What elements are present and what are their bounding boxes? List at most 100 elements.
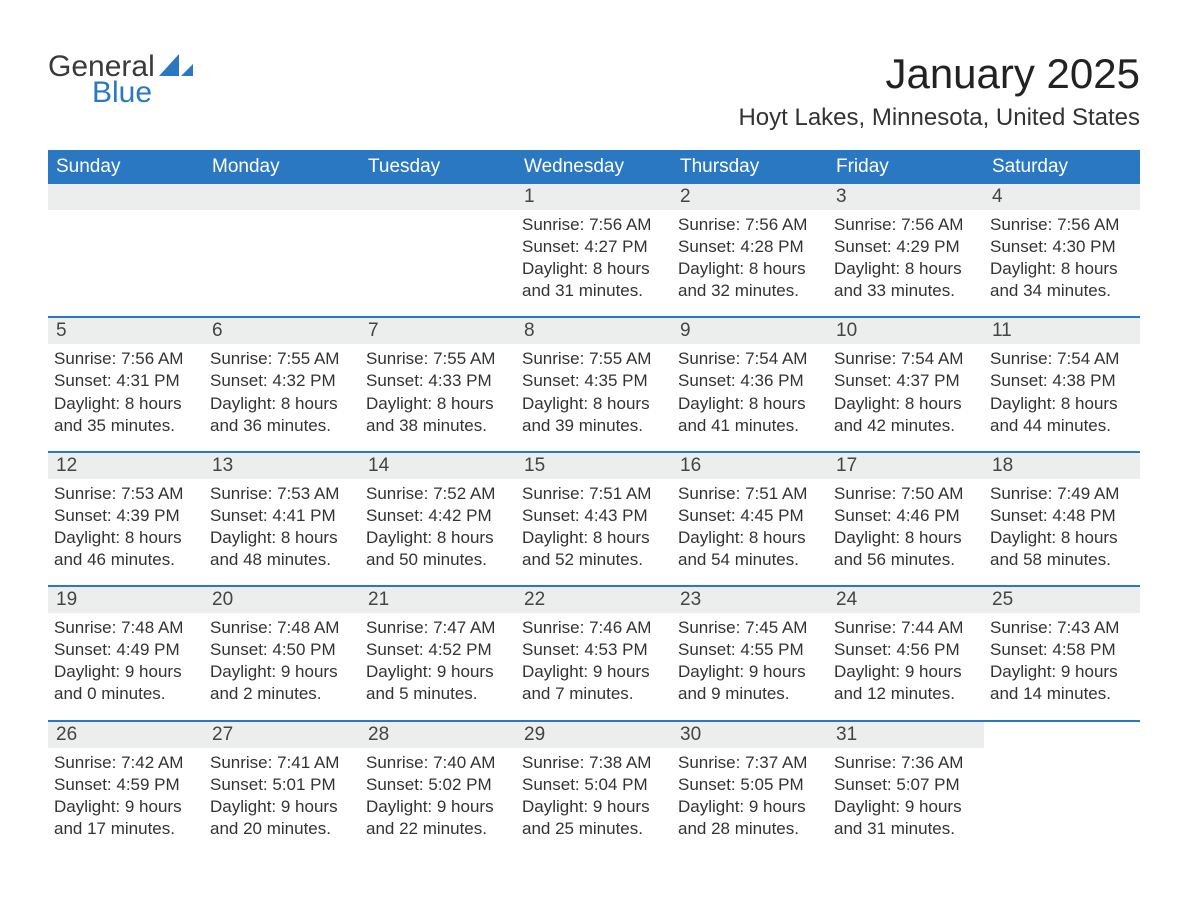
day-sunset: Sunset: 5:01 PM bbox=[210, 774, 354, 796]
day-dl2: and 38 minutes. bbox=[366, 415, 510, 437]
weekday-header-row: Sunday Monday Tuesday Wednesday Thursday… bbox=[48, 150, 1140, 184]
day-sunset: Sunset: 4:27 PM bbox=[522, 236, 666, 258]
day-detail: Sunrise: 7:54 AMSunset: 4:38 PMDaylight:… bbox=[990, 348, 1134, 436]
day-detail: Sunrise: 7:56 AMSunset: 4:29 PMDaylight:… bbox=[834, 214, 978, 302]
day-sunset: Sunset: 4:38 PM bbox=[990, 370, 1134, 392]
day-dl2: and 46 minutes. bbox=[54, 549, 198, 571]
day-dl2: and 17 minutes. bbox=[54, 818, 198, 840]
day-dl2: and 32 minutes. bbox=[678, 280, 822, 302]
day-cell: 2Sunrise: 7:56 AMSunset: 4:28 PMDaylight… bbox=[672, 184, 828, 316]
day-cell: 31Sunrise: 7:36 AMSunset: 5:07 PMDayligh… bbox=[828, 722, 984, 854]
day-dl1: Daylight: 9 hours bbox=[522, 796, 666, 818]
day-sunset: Sunset: 4:39 PM bbox=[54, 505, 198, 527]
day-cell: 12Sunrise: 7:53 AMSunset: 4:39 PMDayligh… bbox=[48, 453, 204, 585]
day-number: 28 bbox=[360, 722, 516, 748]
day-sunrise: Sunrise: 7:48 AM bbox=[54, 617, 198, 639]
day-dl1: Daylight: 9 hours bbox=[210, 796, 354, 818]
day-dl2: and 41 minutes. bbox=[678, 415, 822, 437]
day-dl2: and 34 minutes. bbox=[990, 280, 1134, 302]
day-number: 16 bbox=[672, 453, 828, 479]
day-sunrise: Sunrise: 7:46 AM bbox=[522, 617, 666, 639]
day-dl1: Daylight: 8 hours bbox=[990, 527, 1134, 549]
day-number: 20 bbox=[204, 587, 360, 613]
day-sunrise: Sunrise: 7:53 AM bbox=[54, 483, 198, 505]
day-detail: Sunrise: 7:54 AMSunset: 4:37 PMDaylight:… bbox=[834, 348, 978, 436]
day-dl2: and 31 minutes. bbox=[834, 818, 978, 840]
day-cell: 26Sunrise: 7:42 AMSunset: 4:59 PMDayligh… bbox=[48, 722, 204, 854]
day-sunset: Sunset: 4:29 PM bbox=[834, 236, 978, 258]
day-sunset: Sunset: 4:48 PM bbox=[990, 505, 1134, 527]
day-sunset: Sunset: 4:32 PM bbox=[210, 370, 354, 392]
day-detail: Sunrise: 7:56 AMSunset: 4:27 PMDaylight:… bbox=[522, 214, 666, 302]
day-cell: 30 Sunrise: 7:37 AMSunset: 5:05 PMDayligh… bbox=[672, 722, 828, 854]
day-cell: 17Sunrise: 7:50 AMSunset: 4:46 PMDayligh… bbox=[828, 453, 984, 585]
day-dl2: and 5 minutes. bbox=[366, 683, 510, 705]
empty-day-bar bbox=[360, 184, 516, 210]
day-dl1: Daylight: 8 hours bbox=[834, 258, 978, 280]
day-detail: Sunrise: 7:48 AMSunset: 4:50 PMDaylight:… bbox=[210, 617, 354, 705]
day-sunrise: Sunrise: 7:55 AM bbox=[210, 348, 354, 370]
weekday-thursday: Thursday bbox=[672, 150, 828, 184]
day-detail: Sunrise: 7:55 AMSunset: 4:32 PMDaylight:… bbox=[210, 348, 354, 436]
day-dl1: Daylight: 8 hours bbox=[210, 393, 354, 415]
weekday-monday: Monday bbox=[204, 150, 360, 184]
day-dl2: and 44 minutes. bbox=[990, 415, 1134, 437]
weekday-saturday: Saturday bbox=[984, 150, 1140, 184]
day-cell: 5Sunrise: 7:56 AMSunset: 4:31 PMDaylight… bbox=[48, 318, 204, 450]
day-detail: Sunrise: 7:53 AMSunset: 4:39 PMDaylight:… bbox=[54, 483, 198, 571]
day-dl1: Daylight: 8 hours bbox=[990, 393, 1134, 415]
day-dl2: and 48 minutes. bbox=[210, 549, 354, 571]
day-sunset: Sunset: 4:30 PM bbox=[990, 236, 1134, 258]
day-detail: Sunrise: 7:47 AMSunset: 4:52 PMDaylight:… bbox=[366, 617, 510, 705]
day-number: 9 bbox=[672, 318, 828, 344]
day-detail: Sunrise: 7:53 AMSunset: 4:41 PMDaylight:… bbox=[210, 483, 354, 571]
week-row: 19Sunrise: 7:48 AMSunset: 4:49 PMDayligh… bbox=[48, 585, 1140, 719]
day-sunrise: Sunrise: 7:56 AM bbox=[990, 214, 1134, 236]
day-dl1: Daylight: 8 hours bbox=[366, 527, 510, 549]
day-dl1: Daylight: 8 hours bbox=[834, 393, 978, 415]
day-detail: Sunrise: 7:56 AMSunset: 4:31 PMDaylight:… bbox=[54, 348, 198, 436]
day-dl1: Daylight: 9 hours bbox=[54, 661, 198, 683]
day-dl2: and 33 minutes. bbox=[834, 280, 978, 302]
day-number: 7 bbox=[360, 318, 516, 344]
day-sunset: Sunset: 4:46 PM bbox=[834, 505, 978, 527]
day-cell: 14Sunrise: 7:52 AMSunset: 4:42 PMDayligh… bbox=[360, 453, 516, 585]
day-sunset: Sunset: 4:49 PM bbox=[54, 639, 198, 661]
day-sunset: Sunset: 4:37 PM bbox=[834, 370, 978, 392]
day-dl1: Daylight: 8 hours bbox=[678, 527, 822, 549]
day-sunrise: Sunrise: 7:42 AM bbox=[54, 752, 198, 774]
day-number: 17 bbox=[828, 453, 984, 479]
day-dl1: Daylight: 8 hours bbox=[210, 527, 354, 549]
day-dl2: and 50 minutes. bbox=[366, 549, 510, 571]
day-dl2: and 0 minutes. bbox=[54, 683, 198, 705]
day-sunrise: Sunrise: 7:48 AM bbox=[210, 617, 354, 639]
day-dl2: and 36 minutes. bbox=[210, 415, 354, 437]
day-sunrise: Sunrise: 7:45 AM bbox=[678, 617, 822, 639]
day-number: 29 bbox=[516, 722, 672, 748]
day-detail: Sunrise: 7:37 AMSunset: 5:05 PMDaylight:… bbox=[678, 752, 822, 840]
day-number: 8 bbox=[516, 318, 672, 344]
day-sunset: Sunset: 4:50 PM bbox=[210, 639, 354, 661]
month-title: January 2025 bbox=[738, 50, 1140, 98]
day-sunset: Sunset: 4:59 PM bbox=[54, 774, 198, 796]
day-number: 23 bbox=[672, 587, 828, 613]
header: General Blue January 2025 Hoyt Lakes, Mi… bbox=[48, 50, 1140, 132]
day-dl1: Daylight: 9 hours bbox=[678, 796, 822, 818]
day-detail: Sunrise: 7:45 AMSunset: 4:55 PMDaylight:… bbox=[678, 617, 822, 705]
day-cell: 3 Sunrise: 7:56 AMSunset: 4:29 PMDaylight… bbox=[828, 184, 984, 316]
day-sunset: Sunset: 4:58 PM bbox=[990, 639, 1134, 661]
day-dl2: and 22 minutes. bbox=[366, 818, 510, 840]
day-dl1: Daylight: 9 hours bbox=[990, 661, 1134, 683]
day-dl2: and 56 minutes. bbox=[834, 549, 978, 571]
day-cell: 4Sunrise: 7:56 AMSunset: 4:30 PMDaylight… bbox=[984, 184, 1140, 316]
day-sunrise: Sunrise: 7:52 AM bbox=[366, 483, 510, 505]
day-number: 30 bbox=[672, 722, 828, 748]
day-number: 1 bbox=[516, 184, 672, 210]
day-sunrise: Sunrise: 7:55 AM bbox=[522, 348, 666, 370]
day-cell bbox=[48, 184, 204, 316]
day-number: 3 bbox=[828, 184, 984, 210]
day-cell: 7Sunrise: 7:55 AMSunset: 4:33 PMDaylight… bbox=[360, 318, 516, 450]
day-number: 14 bbox=[360, 453, 516, 479]
empty-day-bar bbox=[204, 184, 360, 210]
day-number: 24 bbox=[828, 587, 984, 613]
